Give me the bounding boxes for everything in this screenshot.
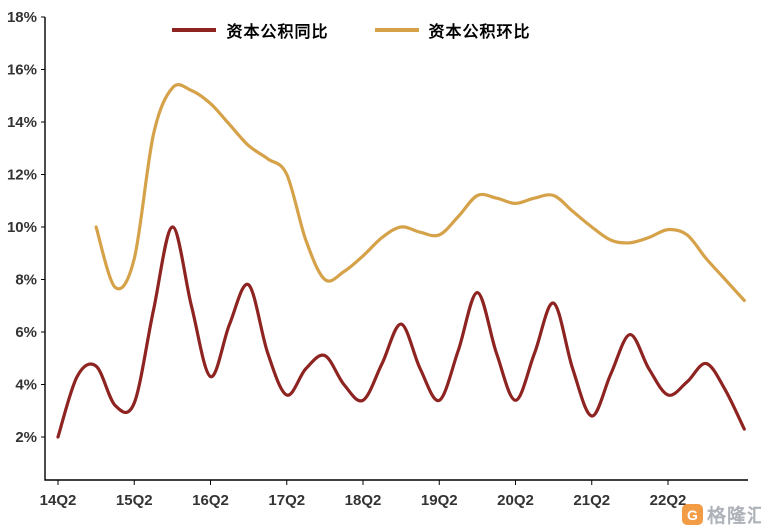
legend-label-qoq: 资本公积环比 bbox=[428, 24, 531, 41]
qoq-series-line bbox=[94, 83, 746, 303]
y-axis-label: 8% bbox=[15, 272, 37, 289]
x-axis-label: 17Q2 bbox=[268, 492, 305, 509]
legend-label-yoy: 资本公积同比 bbox=[226, 24, 329, 41]
y-axis-label: 16% bbox=[7, 62, 37, 79]
yoy-line-swatch-icon bbox=[172, 28, 217, 32]
yoy-series-line bbox=[56, 225, 746, 439]
y-axis-label: 4% bbox=[15, 377, 37, 394]
x-axis-label: 22Q2 bbox=[650, 492, 687, 509]
x-axis-label: 19Q2 bbox=[421, 492, 458, 509]
chart-legend: 资本公积同比 资本公积环比 bbox=[0, 18, 761, 42]
qoq-line-swatch-icon bbox=[374, 28, 419, 32]
x-axis-label: 21Q2 bbox=[573, 492, 610, 509]
watermark: G 格隆汇 bbox=[681, 501, 761, 528]
gelonghui-logo-icon: G bbox=[681, 504, 703, 525]
y-axis-label: 12% bbox=[7, 167, 37, 184]
y-axis-label: 2% bbox=[15, 429, 37, 446]
y-axis-label: 10% bbox=[7, 219, 37, 236]
y-axis-label: 18% bbox=[7, 9, 37, 26]
x-axis-label: 20Q2 bbox=[497, 492, 534, 509]
x-axis-label: 16Q2 bbox=[192, 492, 229, 509]
y-axis-label: 6% bbox=[15, 324, 37, 341]
legend-item-qoq: 资本公积环比 bbox=[374, 18, 531, 42]
x-axis-label: 14Q2 bbox=[40, 492, 77, 509]
axes-line bbox=[44, 17, 748, 481]
x-axis-label: 15Q2 bbox=[116, 492, 153, 509]
y-axis-label: 14% bbox=[7, 114, 37, 131]
watermark-text: 格隆汇 bbox=[706, 506, 761, 527]
x-axis-label: 18Q2 bbox=[345, 492, 382, 509]
legend-item-yoy: 资本公积同比 bbox=[172, 18, 328, 42]
